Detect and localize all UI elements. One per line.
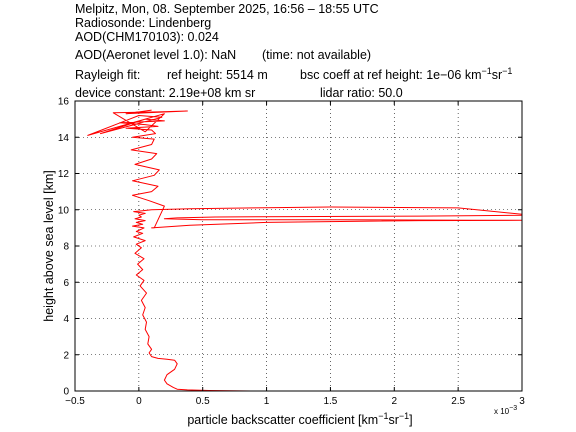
y-axis-label: height above sea level [km] bbox=[42, 170, 56, 321]
y-tick-label: 6 bbox=[63, 278, 69, 289]
x-tick-label: 1 bbox=[264, 396, 270, 407]
header-bsc-sup2: −1 bbox=[502, 66, 512, 76]
y-tick-label: 16 bbox=[58, 97, 70, 108]
header-bsc-mid: sr bbox=[492, 68, 502, 82]
header-device-constant: device constant: 2.19e+08 km sr bbox=[75, 86, 255, 100]
x-tick-labels: −0.5 0 0.5 1 1.5 2 2.5 3 bbox=[65, 396, 525, 407]
header-radiosonde: Radiosonde: Lindenberg bbox=[75, 16, 211, 30]
header-rayleigh-label: Rayleigh fit: bbox=[75, 68, 140, 82]
x-tick-label: 0.5 bbox=[196, 396, 210, 407]
y-tick-label: 10 bbox=[58, 205, 70, 216]
y-tick-label: 8 bbox=[63, 242, 69, 253]
x-tick-label: 2.5 bbox=[451, 396, 465, 407]
header-lidar-ratio: lidar ratio: 50.0 bbox=[320, 86, 403, 100]
header-title: Melpitz, Mon, 08. September 2025, 16:56 … bbox=[75, 2, 379, 16]
x-axis-label-end: ] bbox=[409, 413, 412, 427]
y-tick-label: 2 bbox=[63, 350, 69, 361]
header-aod-chm: AOD(CHM170103): 0.024 bbox=[75, 30, 219, 44]
x-exponent-label: x 10−3 bbox=[494, 405, 517, 416]
grid bbox=[75, 101, 522, 391]
series-layer bbox=[87, 109, 522, 391]
header-aod-time: (time: not available) bbox=[262, 48, 371, 62]
x-axis-label-mid: sr bbox=[388, 413, 398, 427]
header-bsc-sup1: −1 bbox=[481, 66, 491, 76]
plot-area bbox=[75, 101, 522, 391]
x-tick-label: 3 bbox=[519, 396, 525, 407]
x-axis-label-sup2: −1 bbox=[399, 411, 409, 421]
y-tick-label: 12 bbox=[58, 169, 70, 180]
x-tick-label: 1.5 bbox=[323, 396, 337, 407]
header-bsc-coeff: bsc coeff at ref height: 1e−06 km−1sr−1 bbox=[300, 66, 512, 82]
y-tick-label: 0 bbox=[63, 387, 69, 398]
y-tick-labels: 0 2 4 6 8 10 12 14 16 bbox=[58, 97, 70, 398]
x-axis-label-sup1: −1 bbox=[378, 411, 388, 421]
header-ref-height: ref height: 5514 m bbox=[167, 68, 268, 82]
x-axis-label-text: particle backscatter coefficient [km bbox=[187, 413, 378, 427]
x-tick-label: 2 bbox=[392, 396, 398, 407]
series-line-0 bbox=[87, 109, 522, 391]
x-tick-label: −0.5 bbox=[65, 396, 85, 407]
y-tick-label: 4 bbox=[63, 314, 69, 325]
y-tick-label: 14 bbox=[58, 133, 70, 144]
x-exponent-power: −3 bbox=[509, 405, 517, 412]
x-axis-label: particle backscatter coefficient [km−1sr… bbox=[187, 411, 412, 427]
header-bsc-text: bsc coeff at ref height: 1e−06 km bbox=[300, 68, 481, 82]
x-tick-label: 0 bbox=[136, 396, 142, 407]
x-exponent-base: x 10 bbox=[494, 407, 510, 416]
header-aod-aeronet: AOD(Aeronet level 1.0): NaN bbox=[75, 48, 236, 62]
ticks bbox=[74, 100, 523, 392]
